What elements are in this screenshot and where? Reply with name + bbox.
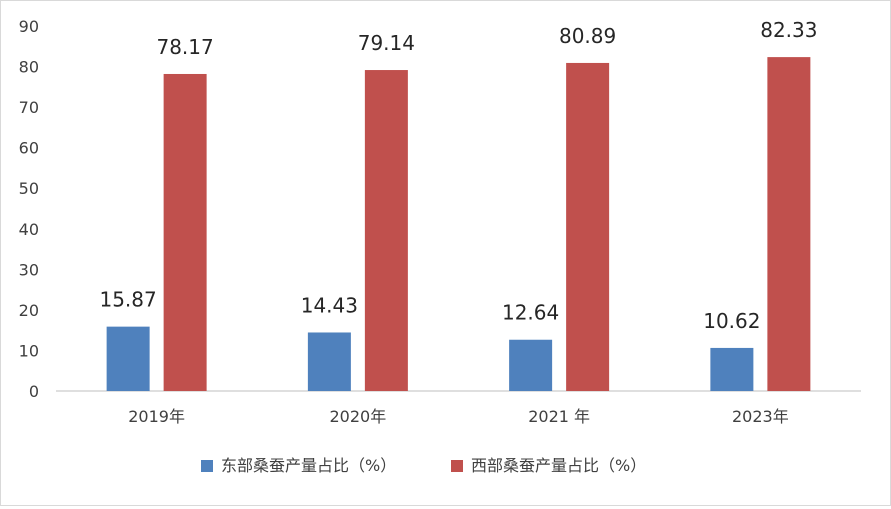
bar-series-2-3 <box>566 62 610 392</box>
legend-label-2: 西部桑蚕产量占比（%） <box>471 456 646 475</box>
data-label: 78.17 <box>156 35 213 59</box>
bar-series-1-1 <box>106 326 150 391</box>
y-tick-label: 60 <box>19 139 39 158</box>
y-tick-label: 90 <box>19 17 39 36</box>
y-tick-label: 10 <box>19 341 39 360</box>
legend-label-1: 东部桑蚕产量占比（%） <box>221 456 396 475</box>
y-tick-label: 80 <box>19 58 39 77</box>
y-tick-label: 50 <box>19 179 39 198</box>
bar-series-2-4 <box>767 57 811 391</box>
y-tick-label: 70 <box>19 98 39 117</box>
data-label: 79.14 <box>358 31 415 55</box>
y-tick-label: 30 <box>19 260 39 279</box>
bar-series-2-1 <box>163 73 207 391</box>
y-tick-label: 0 <box>29 382 39 401</box>
data-label: 82.33 <box>760 18 817 42</box>
x-tick-label: 2019年 <box>128 407 185 426</box>
y-tick-label: 20 <box>19 301 39 320</box>
data-label: 80.89 <box>559 24 616 48</box>
legend-swatch-2 <box>451 460 463 472</box>
x-tick-label: 2020年 <box>330 407 387 426</box>
bar-series-1-4 <box>710 347 754 391</box>
x-tick-label: 2021 年 <box>528 407 590 426</box>
data-labels: 15.87 78.17 14.43 79.14 12.64 80.89 10.62 82.33 <box>99 18 817 333</box>
legend: 东部桑蚕产量占比（%） 西部桑蚕产量占比（%） <box>201 456 646 475</box>
data-label: 10.62 <box>703 309 760 333</box>
bar-series-2-2 <box>364 70 408 391</box>
bars <box>106 57 811 392</box>
y-tick-label: 40 <box>19 220 39 239</box>
x-axis-tick-labels: 2019年 2020年 2021 年 2023年 <box>128 407 788 426</box>
legend-swatch-1 <box>201 460 213 472</box>
data-label: 15.87 <box>99 288 156 312</box>
y-axis-ticks: 0 10 20 30 40 50 60 70 80 90 <box>19 17 39 401</box>
bar-series-1-3 <box>509 339 553 391</box>
bar-series-1-2 <box>307 332 351 391</box>
data-label: 14.43 <box>301 293 358 317</box>
data-label: 12.64 <box>502 301 559 325</box>
x-tick-label: 2023年 <box>732 407 789 426</box>
